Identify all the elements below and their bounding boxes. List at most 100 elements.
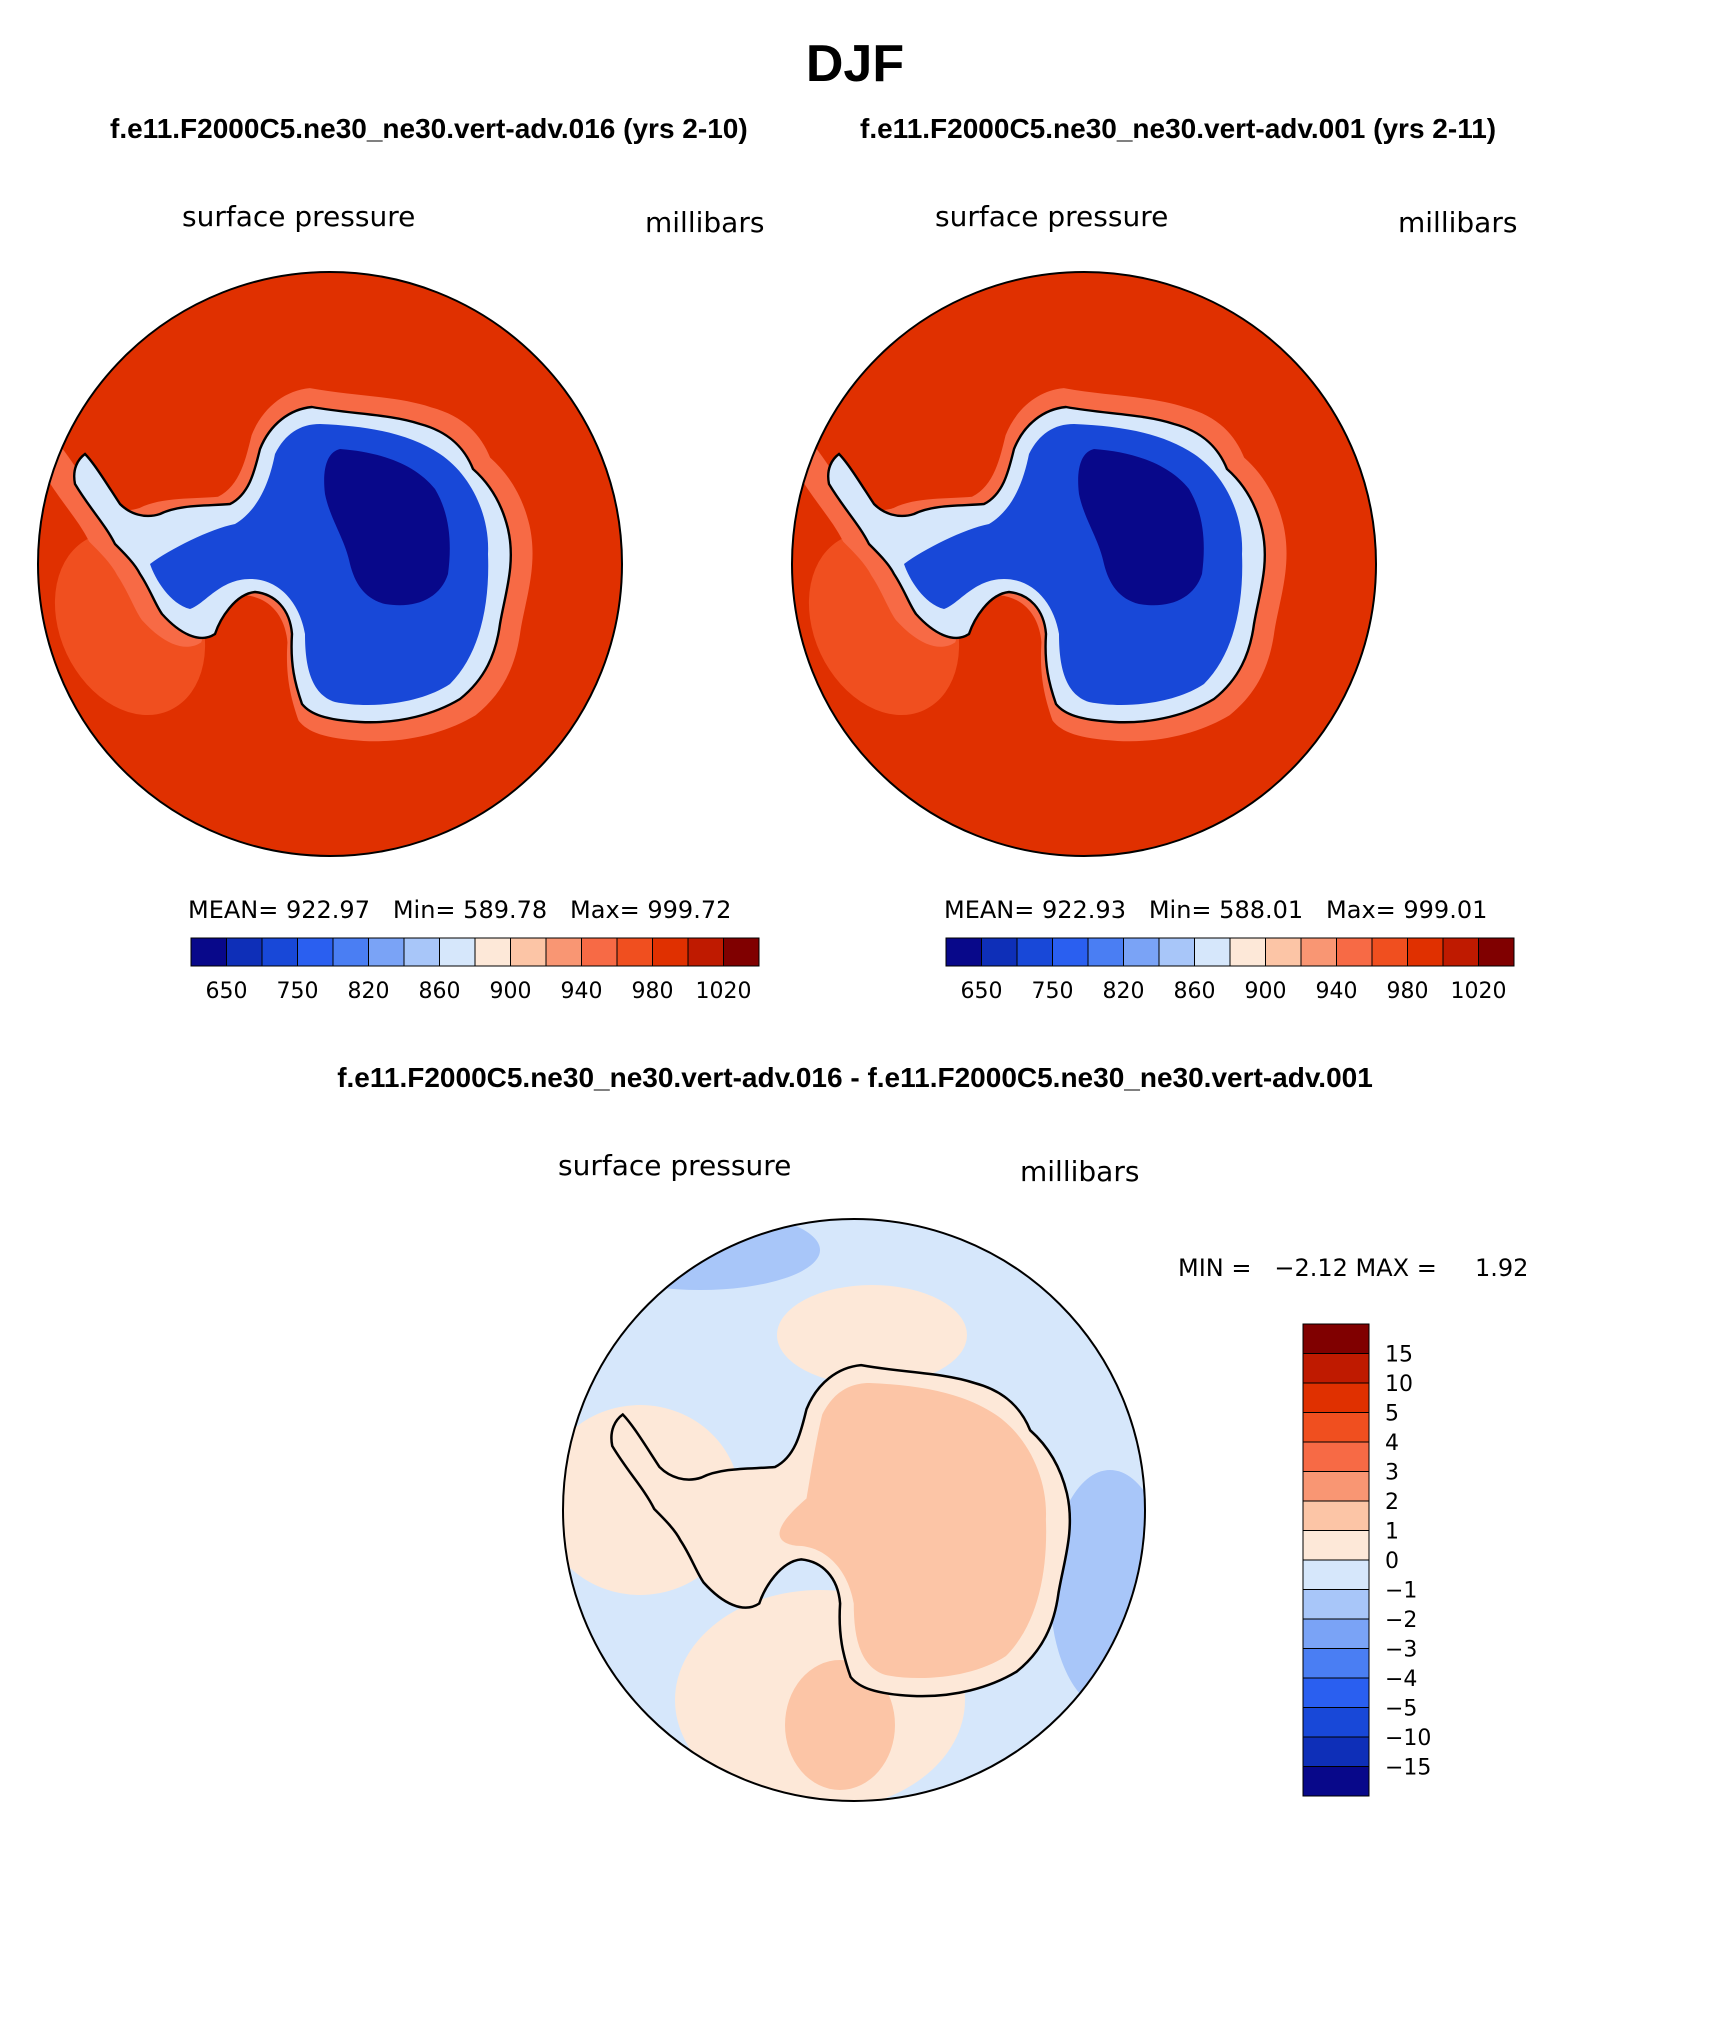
diff-pos-field-n [777,1285,967,1385]
colorbar-swatch [545,937,582,967]
colorbar-tick-label: 820 [1103,979,1145,1004]
colorbar-swatch [1016,937,1053,967]
diff-colorbar-swatch [1302,1382,1370,1413]
diff-colorbar-tick-label: −3 [1385,1638,1417,1663]
panel-b-colorbar: 650 750 820 860 900 940 980 1020 [945,937,1515,1004]
colorbar-tick-label: 750 [277,979,319,1004]
diff-colorbar-tick-label: −1 [1385,1579,1417,1604]
colorbar-swatch [332,937,369,967]
panel-a-map [38,272,622,856]
diff-colorbar-swatch [1302,1707,1370,1738]
panel-b-map-border [791,271,1377,857]
colorbar-swatch [581,937,618,967]
colorbar-tick-label: 650 [206,979,248,1004]
colorbar-swatch [1123,937,1160,967]
diff-colorbar-tick-label: 15 [1385,1343,1413,1368]
diff-colorbar-tick-label: −10 [1385,1726,1431,1751]
panel-b-coastline [827,405,1266,724]
colorbar-swatch [616,937,653,967]
diff-colorbar-tick-label: 1 [1385,1520,1399,1545]
diff-colorbar-swatch [1302,1766,1370,1797]
case-a-header: f.e11.F2000C5.ne30_ne30.vert-adv.016 (yr… [110,113,748,144]
panel-b-stats: MEAN= 922.93 Min= 588.01 Max= 999.01 [944,896,1487,924]
diff-minmax: MIN = −2.12 MAX = 1.92 [1178,1254,1528,1282]
colorbar-tick-label: 860 [1174,979,1216,1004]
diff-title: f.e11.F2000C5.ne30_ne30.vert-adv.016 - f… [337,1062,1373,1093]
diff-colorbar-swatch [1302,1589,1370,1620]
diff-pos2-field-s [785,1660,895,1790]
colorbar-swatch [1300,937,1337,967]
diff-coastline [610,1363,1072,1698]
colorbar-swatch [1478,937,1515,967]
diff-colorbar-swatch [1302,1677,1370,1708]
diff-colorbar-swatch [1302,1618,1370,1649]
diff-colorbar-swatch [1302,1353,1370,1384]
panel-b-units: millibars [1398,206,1517,239]
colorbar-swatch [1052,937,1089,967]
diff-colorbar-swatch [1302,1471,1370,1502]
case-b-header: f.e11.F2000C5.ne30_ne30.vert-adv.001 (yr… [860,113,1496,144]
colorbar-swatch [510,937,547,967]
diff-map-border [562,1218,1146,1802]
colorbar-swatch [403,937,440,967]
colorbar-swatch [1229,937,1266,967]
panel-a-stats: MEAN= 922.97 Min= 589.78 Max= 999.72 [188,896,731,924]
season-title: DJF [806,35,904,93]
diff-colorbar-swatch [1302,1559,1370,1590]
colorbar-tick-label: 820 [348,979,390,1004]
colorbar-tick-label: 980 [1387,979,1429,1004]
diff-map [563,1219,1145,1801]
diff-colorbar-tick-label: 5 [1385,1402,1399,1427]
diff-colorbar-tick-label: 3 [1385,1461,1399,1486]
colorbar-swatch [226,937,263,967]
panel-b-variable: surface pressure [935,200,1168,233]
colorbar-tick-label: 860 [419,979,461,1004]
diff-colorbar-tick-label: −5 [1385,1697,1417,1722]
colorbar-swatch [1407,937,1444,967]
colorbar-swatch [1442,937,1479,967]
diff-land-pos2-field [779,1383,1047,1679]
colorbar-swatch [1087,937,1124,967]
colorbar-swatch [368,937,405,967]
colorbar-tick-label: 980 [632,979,674,1004]
colorbar-swatch [439,937,476,967]
panel-a-variable: surface pressure [182,200,415,233]
diff-panel: f.e11.F2000C5.ne30_ne30.vert-adv.016 - f… [337,1062,1528,1802]
diff-neg2-field-n [580,1219,820,1290]
diff-colorbar-swatch [1302,1441,1370,1472]
colorbar-tick-label: 940 [561,979,603,1004]
panel-a: surface pressure millibars MEAN= 922.97 … [37,200,764,1004]
colorbar-tick-label: 940 [1316,979,1358,1004]
panel-b-ice-core [1078,449,1204,606]
colorbar-tick-label: 650 [961,979,1003,1004]
panel-a-ice-core [324,449,450,606]
colorbar-swatch [945,937,982,967]
diff-colorbar-swatch [1302,1500,1370,1531]
panel-b: surface pressure millibars MEAN= 922.93 … [791,200,1517,1004]
panel-a-colorbar: 650 750 820 860 900 940 980 1020 [190,937,760,1004]
diff-colorbar-tick-label: −4 [1385,1667,1417,1692]
diff-colorbar-swatch [1302,1323,1370,1354]
panel-a-map-border [37,271,623,857]
colorbar-swatch [652,937,689,967]
colorbar-swatch [1265,937,1302,967]
colorbar-tick-label: 1020 [1451,979,1507,1004]
colorbar-swatch [1336,937,1373,967]
colorbar-swatch [981,937,1018,967]
diff-variable: surface pressure [558,1149,791,1182]
diff-colorbar-swatch [1302,1530,1370,1561]
diff-colorbar-tick-label: 4 [1385,1431,1399,1456]
diff-units: millibars [1020,1155,1139,1188]
colorbar-swatch [1194,937,1231,967]
colorbar-swatch [723,937,760,967]
diff-colorbar-swatch [1302,1648,1370,1679]
colorbar-swatch [261,937,298,967]
panel-b-map [792,272,1376,856]
colorbar-swatch [687,937,724,967]
colorbar-tick-label: 750 [1032,979,1074,1004]
diff-colorbar-tick-label: −2 [1385,1608,1417,1633]
diff-colorbar-swatch [1302,1412,1370,1443]
panel-a-coastline [73,405,512,724]
